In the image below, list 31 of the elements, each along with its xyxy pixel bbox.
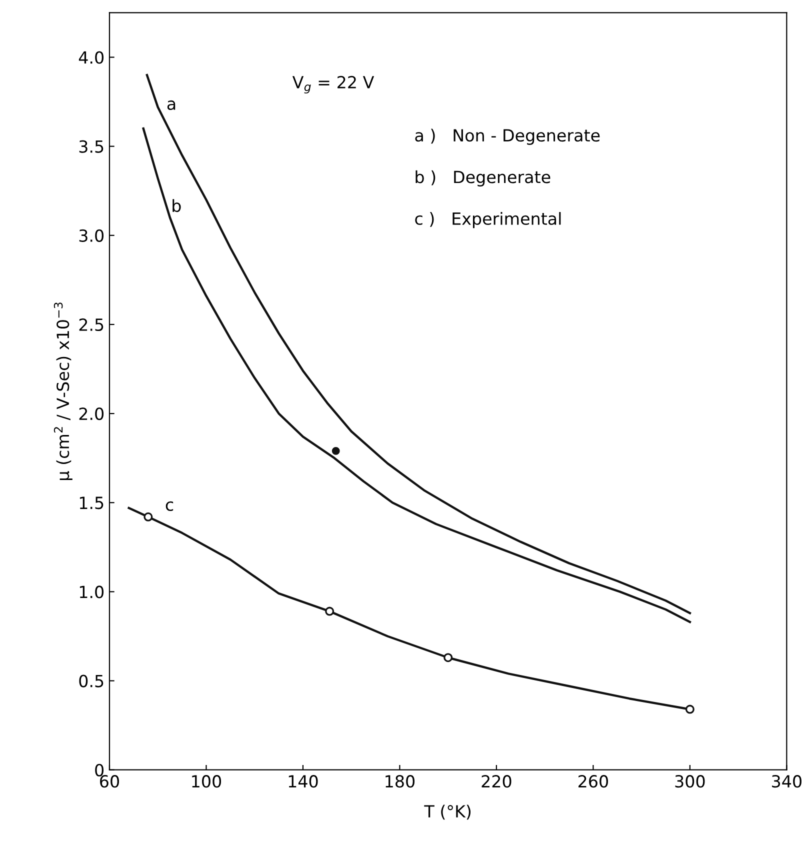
x-tick-label: 140 bbox=[288, 775, 318, 788]
annotation: c ) Experimental bbox=[415, 212, 561, 228]
point bbox=[444, 653, 453, 662]
x-axis-title: T (°K) bbox=[424, 804, 471, 820]
x-tick-label: 100 bbox=[192, 775, 222, 788]
point bbox=[332, 447, 340, 455]
point bbox=[144, 512, 153, 522]
x-tick-label: 300 bbox=[675, 775, 705, 788]
point bbox=[325, 606, 334, 616]
x-tick-label: 260 bbox=[578, 775, 608, 788]
point bbox=[685, 704, 694, 714]
y-axis-title: μ (cm$^{2}$ / V-Sec) x10$^{−3}$ bbox=[54, 302, 72, 480]
annotation: a ) Non - Degenerate bbox=[415, 128, 600, 145]
x-tick-label: 340 bbox=[772, 775, 802, 788]
x-tick-label: 180 bbox=[386, 775, 415, 788]
annotation: b bbox=[172, 199, 181, 212]
y-tick-label: 1.0 bbox=[80, 586, 104, 598]
y-tick-label: 4.0 bbox=[78, 51, 104, 64]
annotation: a bbox=[167, 100, 176, 110]
x-tick-label: 60 bbox=[100, 775, 119, 788]
y-tick-label: 1.5 bbox=[80, 496, 104, 510]
y-tick-label: 3.5 bbox=[79, 140, 104, 153]
y-tick-label: 0 bbox=[95, 764, 104, 776]
annotation: V$_{g}$ = 22 V bbox=[292, 76, 374, 94]
y-tick-label: 2.5 bbox=[79, 318, 104, 332]
annotation: b ) Degenerate bbox=[416, 170, 550, 187]
annotation: c bbox=[166, 501, 174, 511]
y-tick-label: 2.0 bbox=[79, 408, 104, 420]
y-tick-label: 0.5 bbox=[79, 674, 104, 688]
y-tick-label: 3.0 bbox=[79, 229, 104, 242]
x-tick-label: 220 bbox=[482, 775, 512, 788]
